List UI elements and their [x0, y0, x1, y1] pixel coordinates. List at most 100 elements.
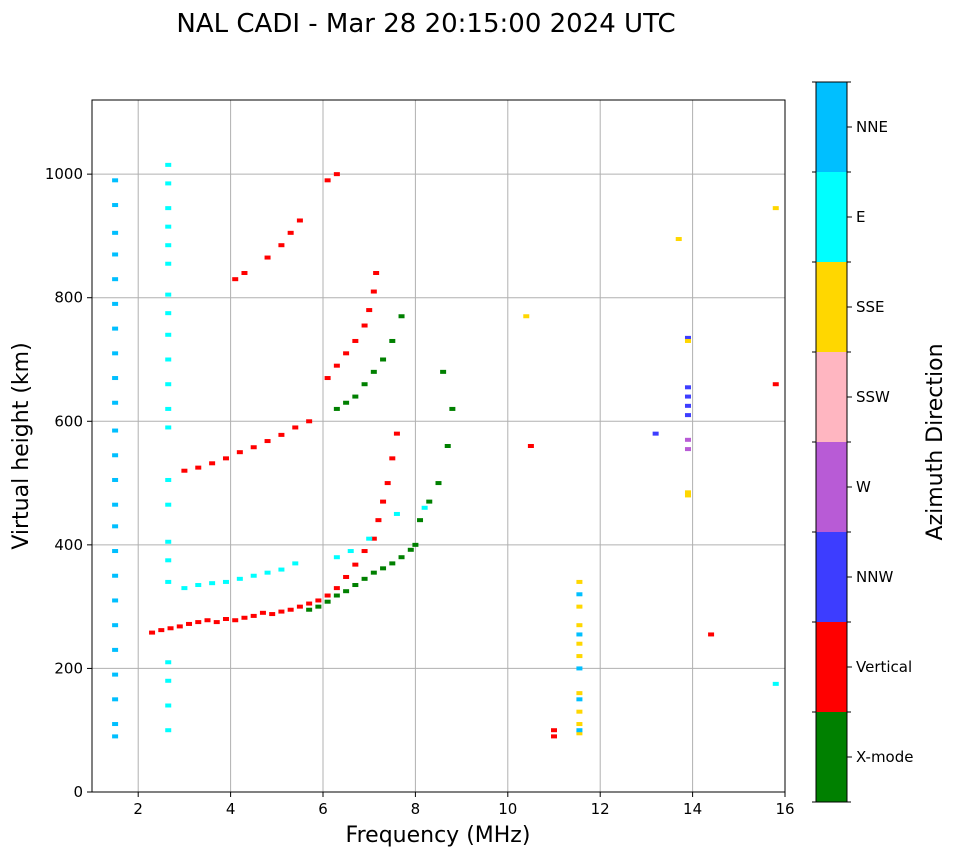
data-point: [112, 252, 119, 257]
colorbar-tick-label: NNE: [856, 118, 888, 136]
data-point: [222, 617, 229, 621]
colorbar-segment-w: [816, 442, 847, 532]
data-point: [112, 524, 119, 529]
data-point: [684, 447, 691, 452]
data-point: [222, 456, 229, 461]
data-point: [209, 581, 216, 586]
trace-vertical: [324, 271, 380, 381]
data-point: [421, 505, 428, 510]
data-point: [165, 678, 172, 683]
data-point: [165, 261, 172, 266]
data-point: [209, 461, 216, 466]
data-point: [370, 570, 377, 575]
colorbar: X-mode Vertical NNW W SSW SSE E NNE: [812, 81, 913, 803]
trace-vertical: [527, 382, 779, 739]
data-point: [165, 357, 172, 362]
data-point: [296, 218, 303, 223]
x-tick-label: 8: [411, 800, 421, 818]
trace-vertical: [181, 419, 313, 473]
trace-e: [181, 505, 428, 591]
x-tick-label: 4: [226, 800, 236, 818]
data-point: [112, 502, 119, 507]
data-point: [551, 734, 557, 739]
data-point: [278, 432, 285, 437]
data-point: [195, 620, 202, 625]
colorbar-tick-label: SSW: [856, 388, 890, 406]
data-point: [527, 444, 534, 448]
trace-sse: [523, 206, 779, 319]
trace-x-mode: [333, 314, 405, 411]
data-point: [158, 628, 165, 633]
data-point: [306, 419, 313, 424]
data-point: [684, 335, 691, 340]
data-point: [269, 612, 276, 617]
data-point: [343, 351, 350, 356]
data-point: [684, 338, 691, 343]
data-point: [112, 277, 119, 282]
data-point: [684, 413, 691, 418]
data-point: [352, 583, 359, 588]
data-point: [684, 437, 691, 442]
data-point: [165, 502, 172, 507]
data-point: [165, 558, 172, 563]
data-point: [112, 178, 119, 183]
data-point: [684, 394, 691, 399]
data-point: [361, 576, 368, 581]
data-point: [370, 536, 377, 541]
data-point: [250, 573, 257, 578]
data-point: [444, 444, 451, 448]
data-point: [398, 314, 405, 319]
data-point: [112, 400, 119, 405]
data-point: [241, 615, 248, 620]
data-point: [165, 703, 172, 708]
data-point: [684, 403, 691, 408]
data-point: [398, 555, 405, 560]
data-point: [333, 586, 340, 591]
data-point: [112, 326, 119, 331]
data-point: [352, 394, 359, 399]
data-point: [278, 567, 285, 572]
data-point: [250, 613, 257, 618]
data-point: [772, 206, 779, 211]
trace-vertical: [149, 431, 400, 635]
colorbar-segment-ssw: [816, 352, 847, 442]
trace-nne: [112, 178, 119, 739]
data-point: [112, 722, 119, 727]
data-point: [370, 289, 377, 294]
data-point: [236, 576, 243, 581]
colorbar-segment-vertical: [816, 622, 847, 712]
y-tick-label: 400: [54, 536, 83, 554]
data-point: [366, 308, 373, 313]
data-point: [373, 271, 380, 275]
data-point: [112, 647, 119, 652]
x-tick-label: 12: [591, 800, 610, 818]
data-point: [232, 277, 239, 282]
data-point: [292, 425, 299, 430]
data-point: [407, 547, 414, 552]
data-point: [278, 609, 285, 614]
data-point: [417, 518, 424, 523]
data-point: [112, 453, 119, 458]
colorbar-label: Azimuth Direction: [923, 343, 948, 540]
data-point: [652, 431, 659, 436]
trace-nne: [576, 592, 583, 733]
trace-e: [772, 681, 779, 686]
data-point: [250, 445, 257, 450]
data-point: [551, 728, 557, 733]
data-point: [112, 573, 119, 578]
data-point: [112, 301, 119, 306]
colorbar-segment-sse: [816, 262, 847, 352]
colorbar-frame: [815, 81, 848, 803]
data-point: [264, 570, 271, 575]
y-axis-label: Virtual height (km): [9, 342, 34, 549]
data-point: [236, 450, 243, 455]
data-point: [576, 623, 583, 628]
data-point: [165, 332, 172, 337]
data-point: [165, 224, 172, 229]
data-point: [112, 376, 119, 381]
data-point: [343, 589, 350, 594]
x-tick-label: 16: [775, 800, 794, 818]
chart-title: NAL CADI - Mar 28 20:15:00 2024 UTC: [176, 9, 675, 39]
data-point: [352, 562, 359, 567]
